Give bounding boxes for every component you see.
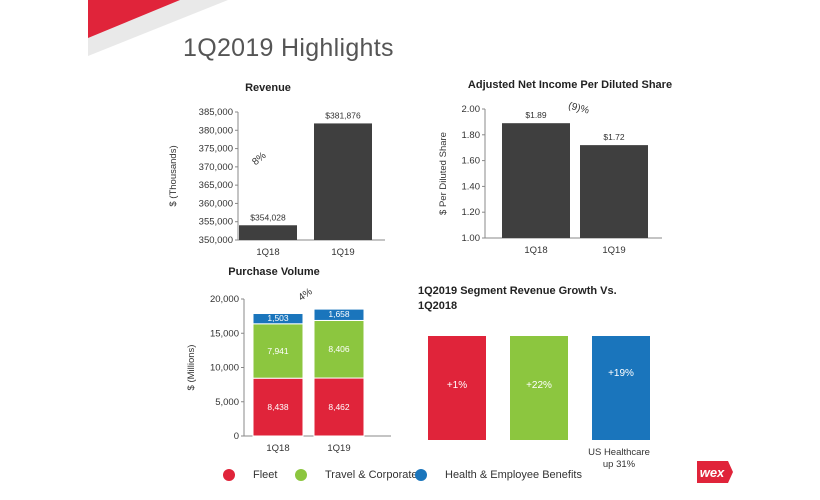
bar-segment-health-employee-benefits-1q18	[252, 313, 304, 325]
segment-growth-chart: 1Q2019 Segment Revenue Growth Vs. 1Q2018 +…	[418, 285, 650, 470]
chart-title: Revenue	[245, 82, 291, 94]
legend-label: Health & Employee Benefits	[445, 469, 582, 481]
segment-note-line: up 31%	[603, 459, 636, 470]
y-axis-label: $ Per Diluted Share	[438, 132, 449, 215]
segment-value-label: 1,658	[328, 309, 350, 319]
purchase-volume-chart: Purchase Volume $ (Millions) 0 5,000 10,000 1…	[186, 266, 391, 454]
growth-annotation: 4%	[296, 286, 314, 303]
y-tick-label: 370,000	[199, 162, 233, 173]
chart-title-line: 1Q2019 Segment Revenue Growth Vs.	[418, 285, 617, 297]
y-tick-label: 1.40	[462, 181, 481, 192]
y-tick-label: 5,000	[215, 397, 239, 408]
data-label: $381,876	[325, 110, 361, 120]
bar-segment-health-employee-benefits-1q19	[313, 308, 365, 321]
bar-1q19	[580, 145, 648, 238]
y-tick-label: 1.80	[462, 130, 481, 141]
bar-1q18	[239, 225, 297, 240]
y-tick-label: 360,000	[199, 198, 233, 209]
legend-swatch	[223, 469, 235, 481]
decoration-red-band	[88, 0, 180, 38]
logo-text: wex	[700, 465, 725, 480]
data-label: $1.89	[525, 110, 547, 120]
chart-title: Purchase Volume	[228, 266, 320, 278]
legend-swatch	[415, 469, 427, 481]
x-tick-label: 1Q18	[256, 247, 279, 258]
revenue-chart: Revenue $ (Thousands) 350,000 355,000 360,00…	[168, 82, 385, 258]
slide: 1Q2019 Highlights Revenue $ (Thousands) 35…	[88, 0, 733, 500]
y-tick-label: 2.00	[462, 104, 481, 115]
bar-segment-travel-corporate-1q18	[252, 323, 304, 379]
x-tick-label: 1Q19	[331, 247, 354, 258]
segment-value-label: 8,462	[328, 402, 350, 412]
growth-annotation: 8%	[250, 150, 268, 168]
growth-annotation: (9)%	[567, 101, 590, 117]
y-tick-label: 10,000	[210, 363, 239, 374]
y-tick-label: 1.20	[462, 207, 481, 218]
bar-1q18	[502, 123, 570, 238]
segment-value-label: 7,941	[267, 346, 289, 356]
y-tick-label: 15,000	[210, 328, 239, 339]
bar-segment-fleet-1q19	[313, 377, 365, 437]
chart-title: Adjusted Net Income Per Diluted Share	[468, 79, 672, 91]
legend-label: Fleet	[253, 469, 278, 481]
y-tick-label: 385,000	[199, 107, 233, 118]
y-tick-label: 20,000	[210, 294, 239, 305]
wex-logo: wex	[697, 461, 733, 483]
segment-value-label: 1,503	[267, 313, 289, 323]
eps-chart: Adjusted Net Income Per Diluted Share $ P…	[438, 79, 672, 256]
segment-bar-2	[510, 336, 568, 440]
data-label: $1.72	[603, 132, 625, 142]
legend-item: Fleet	[223, 465, 277, 485]
y-tick-label: 365,000	[199, 180, 233, 191]
segment-growth-label: +19%	[608, 368, 634, 379]
x-tick-label: 1Q19	[327, 443, 350, 454]
legend-swatch	[295, 469, 307, 481]
x-tick-label: 1Q19	[602, 245, 625, 256]
segment-growth-label: +1%	[447, 380, 467, 391]
legend-item: Travel & Corporate	[295, 465, 418, 485]
legend: Fleet Travel & Corporate Health & Employee…	[223, 465, 723, 485]
legend-label: Travel & Corporate	[325, 469, 418, 481]
x-tick-label: 1Q18	[266, 443, 289, 454]
y-tick-label: 1.00	[462, 233, 481, 244]
bar-1q19	[314, 123, 372, 240]
y-tick-label: 375,000	[199, 144, 233, 155]
y-tick-label: 355,000	[199, 217, 233, 228]
segment-growth-label: +22%	[526, 380, 552, 391]
y-tick-label: 0	[234, 431, 239, 442]
segment-value-label: 8,438	[267, 402, 289, 412]
y-axis-label: $ (Thousands)	[168, 145, 179, 206]
bar-segment-fleet-1q18	[252, 377, 304, 437]
y-tick-label: 1.60	[462, 156, 481, 167]
x-tick-label: 1Q18	[524, 245, 547, 256]
slide-title: 1Q2019 Highlights	[183, 34, 394, 62]
logo-shape	[697, 461, 733, 483]
y-tick-label: 350,000	[199, 235, 233, 246]
title-decoration	[88, 0, 228, 56]
segment-value-label: 8,406	[328, 344, 350, 354]
bar-segment-travel-corporate-1q19	[313, 319, 365, 379]
data-label: $354,028	[250, 212, 286, 222]
chart-title-line: 1Q2018	[418, 300, 457, 312]
y-tick-label: 380,000	[199, 125, 233, 136]
segment-note-line: US Healthcare	[588, 447, 650, 458]
segment-bar-3	[592, 336, 650, 440]
y-axis-label: $ (Millions)	[186, 345, 197, 391]
segment-bar-1	[428, 336, 486, 440]
legend-item: Health & Employee Benefits	[415, 465, 582, 485]
